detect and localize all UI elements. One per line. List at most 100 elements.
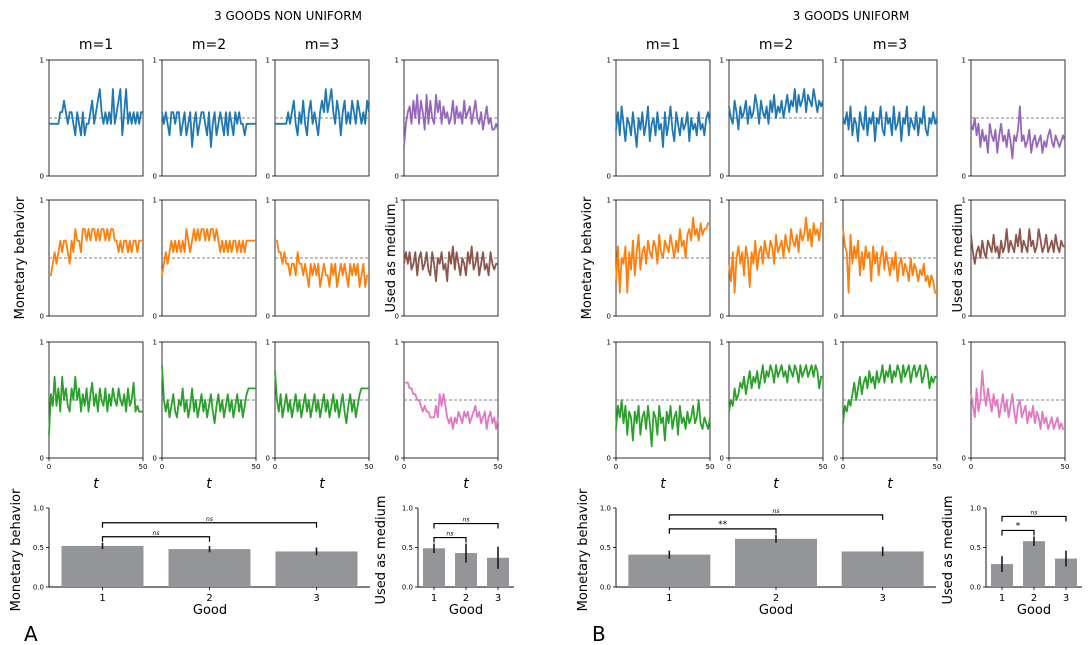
panel-a-good3-m1-plot-xtick-label-1: 50 — [139, 463, 148, 471]
panel-b-good2-m2-plot-ytick-label-0: 0 — [720, 313, 724, 321]
panel-a-medium-good3-plot-xtick-label-0: 0 — [402, 463, 406, 471]
panel-a-medium-good3-plot-ytick-label-0: 0 — [395, 455, 399, 463]
panel-b-good-label-medium: Good — [1017, 603, 1051, 618]
panel-b-medium-good3-plot-ytick-label-0: 0 — [962, 455, 966, 463]
panel-b-bar-ylabel-monetary: Monetary behavior — [576, 488, 591, 611]
panel-a-good3-m1-plot-series-line — [48, 375, 143, 435]
panel-a-good1-m1-plot-series-line — [49, 88, 143, 137]
panel-b-medium-good3-plot-xtick-label-0: 0 — [969, 463, 973, 471]
panel-a-medium-good1-plot-series-line — [403, 93, 499, 148]
panel-b-good3-m3-plot-ytick-label-1: 1 — [834, 339, 838, 347]
panel-a-medium-bar-chart-bracket-1-3 — [433, 522, 499, 529]
panel-a-good3-m2-plot-xtick-label-1: 50 — [252, 463, 261, 471]
panel-b-good2-m3-plot-ytick-label-0: 0 — [834, 313, 838, 321]
panel-a-good1-m3-plot-ytick-label-1: 1 — [266, 57, 270, 65]
panel-a-monetary-bar-chart-ytick-label-2: 1.0 — [33, 505, 44, 513]
panel-a-medium-good3-plot-ytick-label-1: 1 — [395, 339, 399, 347]
panel-b-good2-m1-plot-series-line — [615, 216, 710, 294]
panel-a-medium-bar-chart-ytick-label-1: 0.5 — [402, 544, 413, 552]
panel-a-title: 3 GOODS NON UNIFORM — [214, 9, 362, 23]
panel-a-monetary-bar-chart-significance-1-2: ns — [153, 530, 160, 537]
panel-a-medium-good1-plot-ytick-label-1: 1 — [395, 57, 399, 65]
panel-b-ylabel-medium: Used as medium — [951, 204, 966, 313]
panel-a-good1-m2-plot-ytick-label-1: 1 — [153, 57, 157, 65]
panel-a-good1-m2-plot-ytick-label-0: 0 — [153, 173, 157, 181]
panel-b-title: 3 GOODS UNIFORM — [793, 9, 910, 23]
panel-a-ylabel-monetary: Monetary behavior — [13, 196, 28, 319]
panel-b-good3-m2-plot-ytick-label-0: 0 — [720, 455, 724, 463]
panel-a-good1-m1-plot-ytick-label-0: 0 — [40, 173, 44, 181]
panel-b-good-label-monetary: Good — [759, 603, 793, 618]
panel-b-time-label-m1: t — [660, 476, 666, 492]
panel-b-good3-m1-plot-xtick-label-1: 50 — [706, 463, 715, 471]
panel-a-medium-good2-plot-series-line — [403, 245, 498, 283]
panel-a-monetary-bar-chart-xtick-label-3: 3 — [313, 593, 319, 604]
panel-a-medium-bar-chart-xtick-label-2: 2 — [463, 593, 469, 604]
panel-b-monetary-bar-chart-xtick-label-2: 2 — [773, 593, 779, 604]
panel-b-col-title-m2: m=2 — [759, 37, 793, 53]
panel-b-good3-m2-plot-xtick-label-0: 0 — [727, 463, 731, 471]
panel-b-good2-m2-plot-series-line — [728, 216, 823, 294]
panel-b-monetary-bar-chart-bracket-1-3 — [668, 514, 884, 520]
panel-a-medium-bar-chart-ytick-label-0: 0.0 — [402, 584, 413, 592]
panel-b-medium-bar-chart-xtick-label-3: 3 — [1063, 593, 1069, 604]
panel-b-good3-m3-plot-series-line — [842, 364, 937, 424]
panel-a-medium-bar-chart-xtick-label-3: 3 — [495, 593, 501, 604]
panel-a-col-title-m3: m=3 — [305, 37, 339, 53]
panel-b-good3-m2-plot-ytick-label-1: 1 — [720, 339, 724, 347]
panel-b-medium-good1-plot-ytick-label-1: 1 — [962, 57, 966, 65]
panel-a-letter: A — [24, 622, 38, 645]
panel-a-good3-m2-plot-series-line — [161, 365, 256, 425]
panel-a-monetary-bar-chart-bar-1 — [61, 545, 144, 587]
panel-a-good2-m3-plot-ytick-label-1: 1 — [266, 197, 270, 205]
panel-b-good1-m2-plot-ytick-label-0: 0 — [720, 173, 724, 181]
panel-a-monetary-bar-chart-bracket-1-2 — [101, 536, 211, 542]
panel-a-good1-m3-plot-ytick-label-0: 0 — [266, 173, 270, 181]
panel-b-medium-bar-chart-bar-3 — [1055, 558, 1077, 587]
panel-b-good3-m1-plot-series-line — [615, 399, 711, 448]
panel-b-good2-m2-plot-ytick-label-1: 1 — [720, 197, 724, 205]
panel-a-medium-good3-plot-series-line — [404, 381, 499, 430]
panel-a-good3-m3-plot-xtick-label-0: 0 — [273, 463, 277, 471]
panel-b-medium-bar-chart-bracket-1-3 — [1001, 515, 1067, 522]
panel-b-good1-m3-plot-series-line — [842, 105, 938, 143]
panel-b-monetary-bar-chart-xtick-label-1: 1 — [666, 593, 672, 604]
panel-a-medium-bar-chart-bar-3 — [487, 557, 509, 587]
panel-b-medium-bar-chart-bracket-1-2 — [1001, 529, 1035, 536]
panel-a-monetary-bar-chart-xtick-label-1: 1 — [99, 593, 105, 604]
panel-b-good3-m1-plot-ytick-label-0: 0 — [607, 455, 611, 463]
panel-a-good1-m1-plot-ytick-label-1: 1 — [40, 57, 44, 65]
panel-b-medium-good3-plot-xtick-label-1: 50 — [1061, 463, 1070, 471]
panel-a-monetary-bar-chart-bracket-1-3 — [101, 522, 318, 528]
panel-b-time-label-m3: t — [887, 476, 893, 492]
panel-a-medium-bar-chart-bracket-1-2 — [433, 536, 467, 543]
panel-b-good1-m3-plot-ytick-label-0: 0 — [834, 173, 838, 181]
panel-a-medium-good1-plot-ytick-label-0: 0 — [395, 173, 399, 181]
panel-b-medium-bar-chart-significance-1-3: ns — [1031, 509, 1038, 516]
panel-b-medium-bar-chart-bar-2 — [1023, 541, 1045, 587]
panel-b-medium-good2-plot-ytick-label-0: 0 — [962, 313, 966, 321]
panel-a-monetary-bar-chart-bar-3 — [275, 551, 358, 587]
panel-a-good1-m2-plot-series-line — [161, 111, 256, 148]
panel-a-medium-good2-plot-ytick-label-0: 0 — [395, 313, 399, 321]
panel-a-good1-m3-plot-series-line — [275, 88, 370, 137]
plot-area: 0 1 0 1 0 1 0 1 0 1 0 1 0 1 0 50 0 1 0 50 0 1 0 50 0 1 0 1 0 1 0 50 0.0 0… — [33, 57, 1082, 604]
panel-a-good3-m2-plot-xtick-label-0: 0 — [160, 463, 164, 471]
panel-b-good2-m1-plot-ytick-label-1: 1 — [607, 197, 611, 205]
panel-a-good3-m1-plot-xtick-label-0: 0 — [47, 463, 51, 471]
panel-b-good3-m1-plot-xtick-label-0: 0 — [614, 463, 618, 471]
panel-a-medium-bar-chart-xtick-label-1: 1 — [431, 593, 437, 604]
panel-a-good3-m3-plot-ytick-label-0: 0 — [266, 455, 270, 463]
panel-a-good2-m3-plot-series-line — [275, 239, 369, 288]
panel-b-good1-m1-plot-ytick-label-0: 0 — [607, 173, 611, 181]
panel-b-medium-good3-plot-ytick-label-1: 1 — [962, 339, 966, 347]
panel-b-good3-m3-plot-xtick-label-1: 50 — [933, 463, 942, 471]
panel-a-good2-m3-plot-ytick-label-0: 0 — [266, 313, 270, 321]
panel-b-medium-good3-plot-series-line — [970, 370, 1065, 430]
panel-b-good1-m3-plot-ytick-label-1: 1 — [834, 57, 838, 65]
panel-b-monetary-bar-chart-xtick-label-3: 3 — [879, 593, 885, 604]
panel-b-good1-m2-plot-series-line — [728, 88, 824, 131]
panel-b-medium-good1-plot-ytick-label-0: 0 — [962, 173, 966, 181]
panel-b-col-title-m1: m=1 — [646, 37, 680, 53]
